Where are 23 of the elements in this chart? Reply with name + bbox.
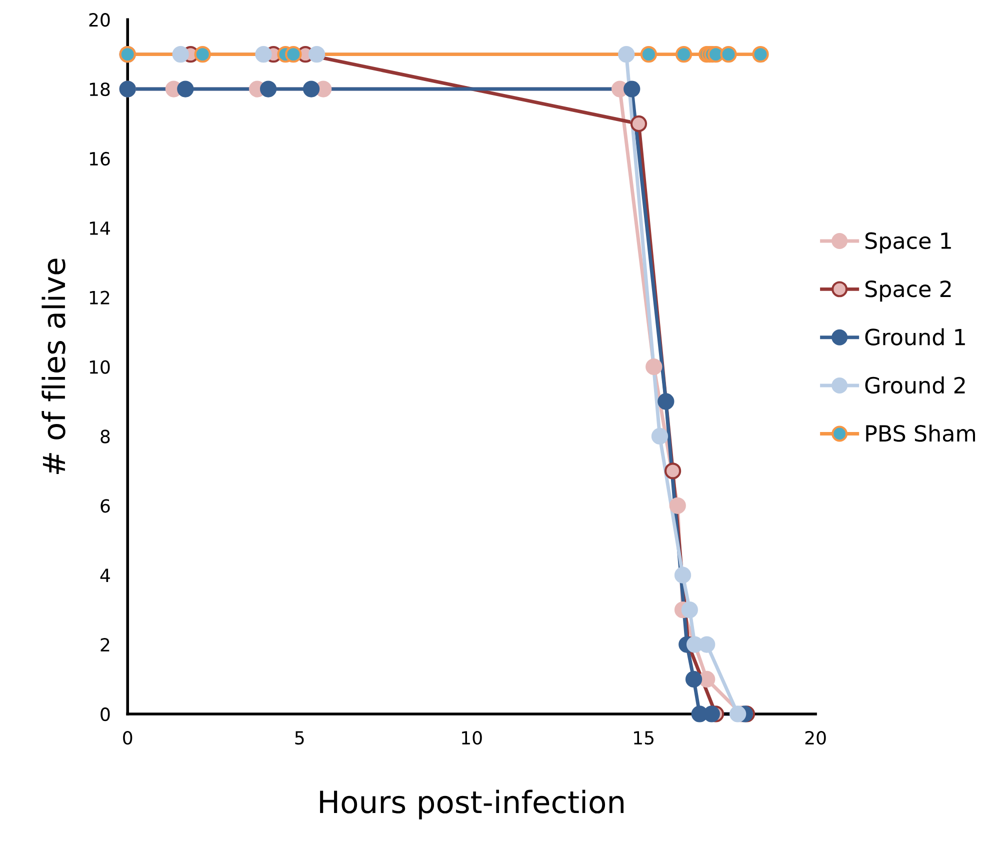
x-axis-title: Hours post-infection xyxy=(320,790,624,820)
y-tick-label: 2 xyxy=(100,638,110,652)
legend-label: Space 1 xyxy=(865,232,951,254)
y-tick-label: 10 xyxy=(90,360,110,374)
y-tick-label: 0 xyxy=(100,707,110,722)
y-tick-label: 6 xyxy=(100,499,110,513)
y-axis-title: # of flies alive xyxy=(42,258,66,474)
legend-label: Ground 1 xyxy=(865,328,965,346)
y-tick-label: 18 xyxy=(90,82,110,96)
x-tick-label: 15 xyxy=(634,731,654,745)
x-tick-label: 20 xyxy=(805,730,826,745)
y-tick-label: 12 xyxy=(90,290,110,304)
x-tick-label: 0 xyxy=(123,730,132,745)
y-tick-label: 4 xyxy=(100,568,110,582)
legend-label: Ground 2 xyxy=(865,376,965,394)
legend-label: Space 2 xyxy=(865,280,951,302)
x-tick-label: 10 xyxy=(462,730,482,745)
y-tick-label: 8 xyxy=(100,430,110,444)
legend-label: PBS Sham xyxy=(866,424,976,442)
y-tick-label: 20 xyxy=(89,13,110,27)
y-tick-label: 14 xyxy=(90,222,110,235)
y-tick-label: 16 xyxy=(90,152,110,166)
x-tick-label: 5 xyxy=(295,731,304,745)
